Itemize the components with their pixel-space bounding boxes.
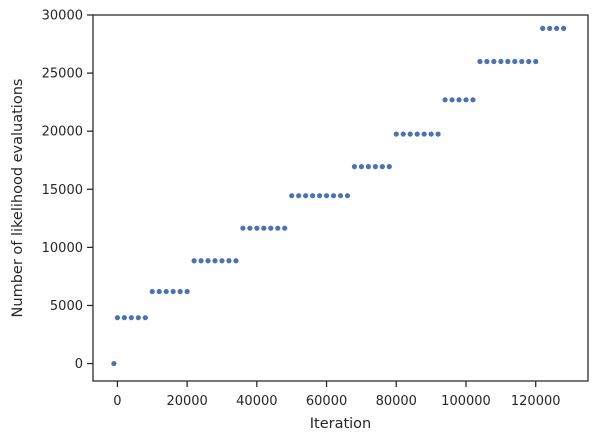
data-point (170, 288, 176, 295)
y-tick-label: 5000 (50, 299, 83, 314)
data-point (519, 58, 525, 65)
data-point (316, 193, 323, 199)
data-point (400, 131, 406, 137)
data-point (310, 193, 316, 199)
data-point (554, 25, 560, 31)
x-tick-label: 80000 (376, 394, 417, 409)
y-axis-label: Number of likelihood evaluations (10, 79, 26, 318)
x-axis-label: Iteration (310, 416, 372, 432)
data-point (163, 288, 169, 295)
data-point (491, 58, 497, 65)
data-point (296, 193, 302, 199)
data-point (365, 164, 371, 170)
data-point (512, 58, 518, 65)
data-point (470, 97, 476, 103)
data-point (247, 225, 253, 231)
data-point (240, 225, 246, 231)
data-point (337, 193, 344, 199)
data-point (156, 288, 162, 295)
data-point (526, 58, 532, 65)
data-point (184, 288, 190, 295)
data-point (372, 164, 378, 170)
data-point (261, 225, 267, 231)
data-point (226, 258, 232, 264)
ticks-layer: 0 20000 40000 60000 80000 100000 120000 0 5000 10… (42, 9, 561, 410)
x-tick-label: 40000 (236, 394, 277, 409)
data-point (435, 131, 441, 137)
data-point (477, 58, 483, 65)
data-point (540, 25, 546, 31)
data-point (205, 258, 211, 264)
data-point (442, 97, 448, 103)
data-point (533, 58, 539, 65)
x-tick-label: 20000 (166, 394, 207, 409)
data-point (351, 164, 358, 170)
y-tick-label: 0 (75, 357, 83, 372)
points-layer (111, 25, 567, 367)
data-point (379, 164, 385, 170)
data-point (212, 258, 218, 264)
plot-frame (92, 14, 589, 382)
data-point (323, 193, 330, 199)
data-point (282, 225, 288, 231)
data-point (191, 258, 197, 264)
data-point (505, 58, 511, 65)
y-tick-label: 15000 (42, 183, 83, 198)
x-tick-label: 0 (113, 394, 121, 409)
data-point (449, 97, 455, 103)
data-point (289, 193, 295, 199)
y-tick-label: 10000 (42, 241, 83, 256)
data-point (177, 288, 183, 295)
data-point (560, 25, 567, 31)
data-point (254, 225, 260, 231)
data-point (135, 315, 141, 321)
x-tick-label: 60000 (306, 394, 347, 409)
data-point (111, 360, 117, 367)
data-point (484, 58, 490, 65)
data-point (275, 225, 281, 231)
data-point (358, 164, 365, 170)
data-point (268, 225, 274, 231)
data-point (233, 258, 239, 264)
y-tick-label: 25000 (42, 67, 83, 82)
data-point (121, 315, 127, 321)
data-point (547, 25, 553, 31)
data-point (421, 131, 427, 137)
data-point (198, 258, 204, 264)
data-point (149, 288, 155, 295)
y-tick-label: 30000 (42, 9, 83, 24)
data-point (344, 193, 351, 199)
data-point (114, 315, 121, 321)
data-point (142, 315, 148, 321)
x-tick-label: 120000 (511, 394, 561, 409)
data-point (330, 193, 337, 199)
data-point (414, 131, 420, 137)
data-point (386, 164, 392, 170)
data-point (498, 58, 504, 65)
data-point (456, 97, 462, 103)
data-point (407, 131, 413, 137)
data-point (428, 131, 434, 137)
x-tick-label: 100000 (441, 394, 491, 409)
data-point (219, 258, 225, 264)
data-point (393, 131, 399, 137)
y-tick-label: 20000 (42, 125, 83, 140)
data-point (303, 193, 309, 199)
data-point (128, 315, 134, 321)
data-point (463, 97, 469, 103)
